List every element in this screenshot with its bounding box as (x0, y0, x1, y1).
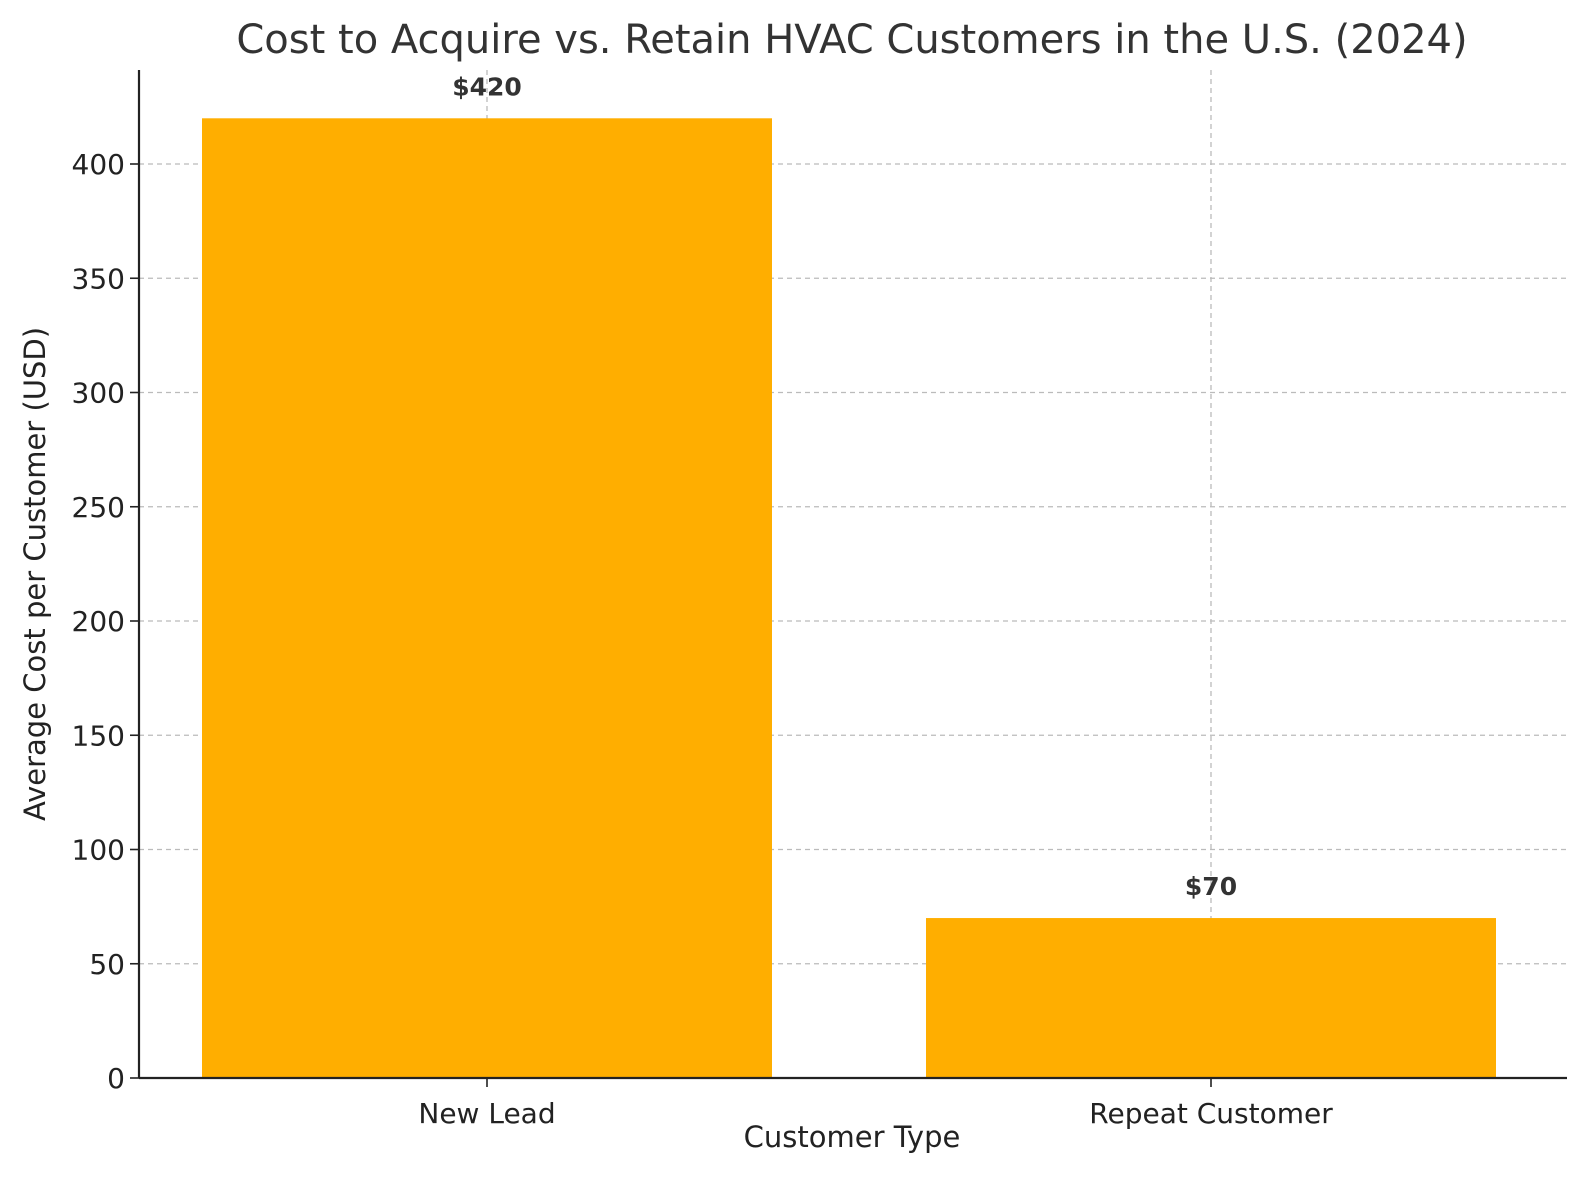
bar (926, 918, 1496, 1078)
bars (202, 118, 1496, 1079)
y-tick-label: 100 (72, 834, 125, 867)
y-axis-label: Average Cost per Customer (USD) (18, 327, 52, 821)
x-tick-label: New Lead (418, 1097, 555, 1130)
y-tick-label: 350 (72, 262, 125, 295)
bar-value-label: $70 (1185, 872, 1237, 901)
y-tick-label: 300 (72, 377, 125, 410)
x-axis-label: Customer Type (744, 1120, 961, 1154)
y-tick-label: 150 (72, 719, 125, 752)
x-ticks: New Lead Repeat Customer (418, 1078, 1333, 1130)
y-tick-label: 400 (72, 148, 125, 181)
y-tick-label: 0 (107, 1062, 125, 1095)
x-tick-label: Repeat Customer (1089, 1097, 1333, 1130)
data-labels: $420 $70 (452, 72, 1237, 901)
bar-value-label: $420 (452, 72, 522, 101)
axes (137, 70, 1567, 1080)
bar (202, 118, 772, 1079)
y-tick-label: 50 (89, 948, 125, 981)
y-tick-label: 250 (72, 491, 125, 524)
chart-title: Cost to Acquire vs. Retain HVAC Customer… (236, 17, 1467, 63)
y-tick-label: 200 (72, 605, 125, 638)
y-ticks: 0 50 100 150 200 250 300 350 400 (72, 148, 139, 1095)
